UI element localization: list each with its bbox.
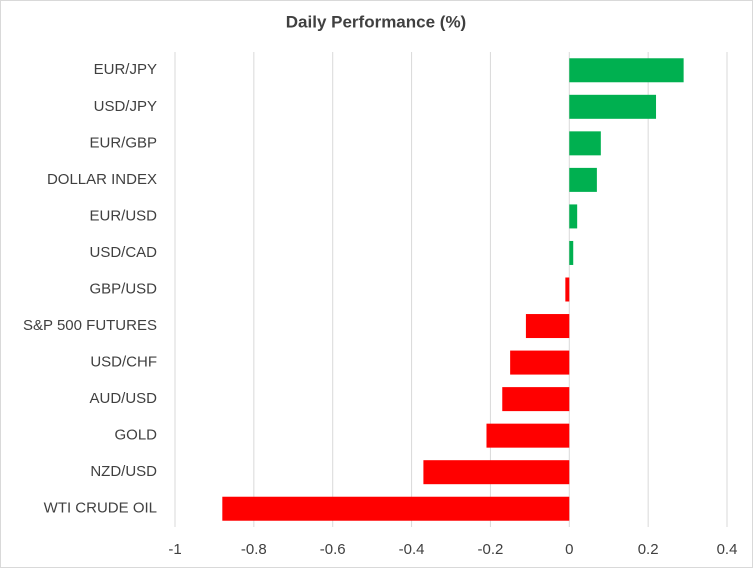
bar <box>569 131 601 156</box>
bar <box>569 94 657 119</box>
bar <box>525 314 570 339</box>
x-tick-label: 0.2 <box>638 541 659 558</box>
x-tick-label: 0.4 <box>717 541 738 558</box>
bar <box>569 58 684 83</box>
chart-title: Daily Performance (%) <box>286 12 466 31</box>
bar <box>423 460 570 485</box>
bar <box>569 167 597 192</box>
y-tick-label: WTI CRUDE OIL <box>44 500 157 517</box>
bar <box>222 496 570 521</box>
x-tick-label: -0.6 <box>320 541 346 558</box>
x-tick-label: -0.8 <box>241 541 267 558</box>
y-tick-label: DOLLAR INDEX <box>47 171 157 188</box>
x-tick-label: 0 <box>565 541 573 558</box>
x-tick-label: -0.4 <box>399 541 425 558</box>
y-tick-label: USD/CHF <box>90 354 157 371</box>
bar <box>565 277 570 302</box>
y-tick-label: USD/CAD <box>89 244 157 261</box>
bar <box>510 350 570 375</box>
y-tick-label: EUR/USD <box>89 207 157 224</box>
x-tick-label: -1 <box>168 541 181 558</box>
y-tick-label: AUD/USD <box>89 390 157 407</box>
y-tick-label: EUR/GBP <box>89 134 157 151</box>
y-tick-label: EUR/JPY <box>94 61 157 78</box>
bar <box>569 240 574 265</box>
x-tick-label: -0.2 <box>477 541 503 558</box>
y-tick-label: NZD/USD <box>90 463 157 480</box>
y-tick-label: GOLD <box>114 427 157 444</box>
bar <box>486 423 570 448</box>
y-tick-label: GBP/USD <box>89 280 157 297</box>
bar <box>569 204 578 229</box>
y-tick-label: USD/JPY <box>94 98 157 115</box>
y-tick-label: S&P 500 FUTURES <box>23 317 157 334</box>
bar <box>502 387 570 412</box>
